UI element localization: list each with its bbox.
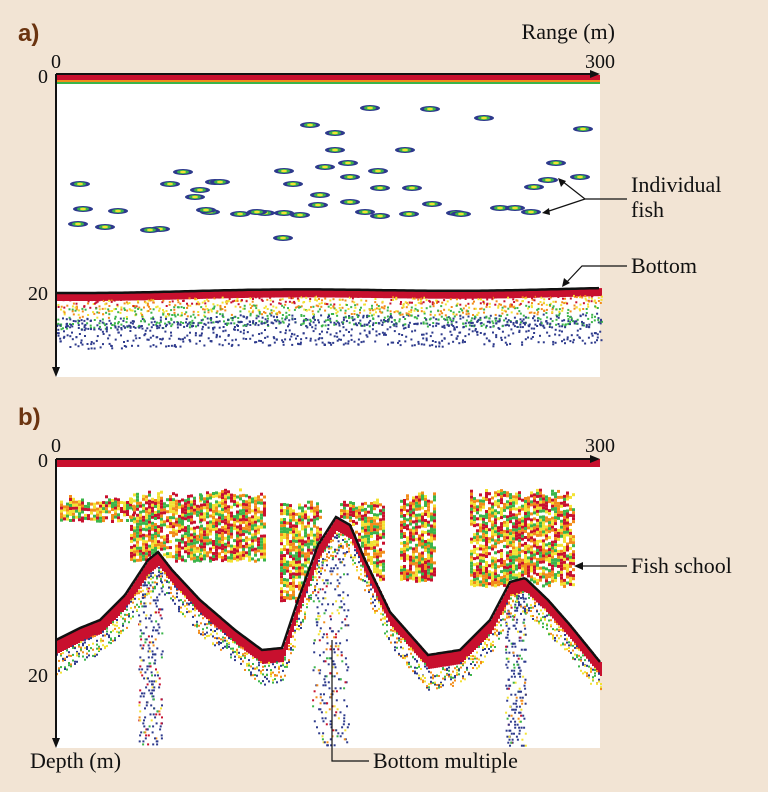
annotation-individual-fish-line2: fish bbox=[631, 197, 664, 222]
panel-a-letter: a) bbox=[18, 20, 39, 47]
panel-a-x-tick-300: 300 bbox=[585, 51, 615, 73]
leader-fish-school-arrow bbox=[574, 562, 583, 570]
panel-b-depth-axis-arrow bbox=[52, 738, 60, 748]
panel-a-surface-band-lower bbox=[56, 80, 600, 82]
panel-b-letter: b) bbox=[18, 404, 41, 431]
panel-b-y-tick-20: 20 bbox=[28, 665, 48, 687]
panel-a-y-tick-0: 0 bbox=[38, 66, 48, 88]
panel-a-range-label: Range (m) bbox=[522, 19, 615, 44]
panel-a-surface-band-edge bbox=[56, 82, 600, 84]
leader-bottom-arrow bbox=[562, 278, 570, 287]
leader-individual-fish-1-arrow bbox=[558, 178, 566, 187]
leader-bottom-multiple bbox=[331, 640, 369, 762]
panel-b: b) 0 300 0 20 Depth (m) Fish school Bott… bbox=[18, 404, 732, 773]
annotation-individual-fish-line1: Individual bbox=[631, 172, 721, 197]
panel-b-x-tick-0: 0 bbox=[51, 435, 61, 457]
leader-individual-fish-2-arrow bbox=[542, 208, 550, 215]
panel-a-seabed-echo bbox=[56, 288, 603, 350]
panel-b-surface-band bbox=[56, 459, 600, 467]
panel-a-echogram-area bbox=[56, 77, 600, 377]
panel-b-bottom-multiple-echo bbox=[138, 540, 527, 747]
annotation-fish-school: Fish school bbox=[631, 553, 732, 578]
panel-b-range-axis-arrow bbox=[590, 455, 600, 463]
panel-b-x-tick-300: 300 bbox=[585, 435, 615, 457]
panel-a-range-axis-arrow bbox=[590, 70, 600, 78]
panel-b-bottom-line bbox=[55, 515, 601, 663]
panel-a-bottom-line bbox=[56, 286, 600, 295]
panel-a-x-tick-0: 0 bbox=[51, 51, 61, 73]
panel-b-fish-school bbox=[60, 488, 575, 603]
panel-a-individual-fish bbox=[68, 105, 593, 241]
panel-b-depth-label: Depth (m) bbox=[30, 748, 121, 773]
panel-b-y-tick-0: 0 bbox=[38, 450, 48, 472]
panel-a-surface-band bbox=[56, 75, 600, 80]
panel-a-y-tick-20: 20 bbox=[28, 283, 48, 305]
annotation-bottom: Bottom bbox=[631, 253, 697, 278]
leader-bottom bbox=[564, 265, 627, 285]
leader-individual-fish-2 bbox=[545, 198, 586, 213]
panel-a: a) Range (m) 0 300 0 20 Individual fish … bbox=[18, 19, 721, 377]
panel-a-depth-axis-arrow bbox=[52, 367, 60, 377]
panel-b-seabed-echo bbox=[56, 517, 602, 691]
annotation-bottom-multiple: Bottom multiple bbox=[373, 748, 518, 773]
